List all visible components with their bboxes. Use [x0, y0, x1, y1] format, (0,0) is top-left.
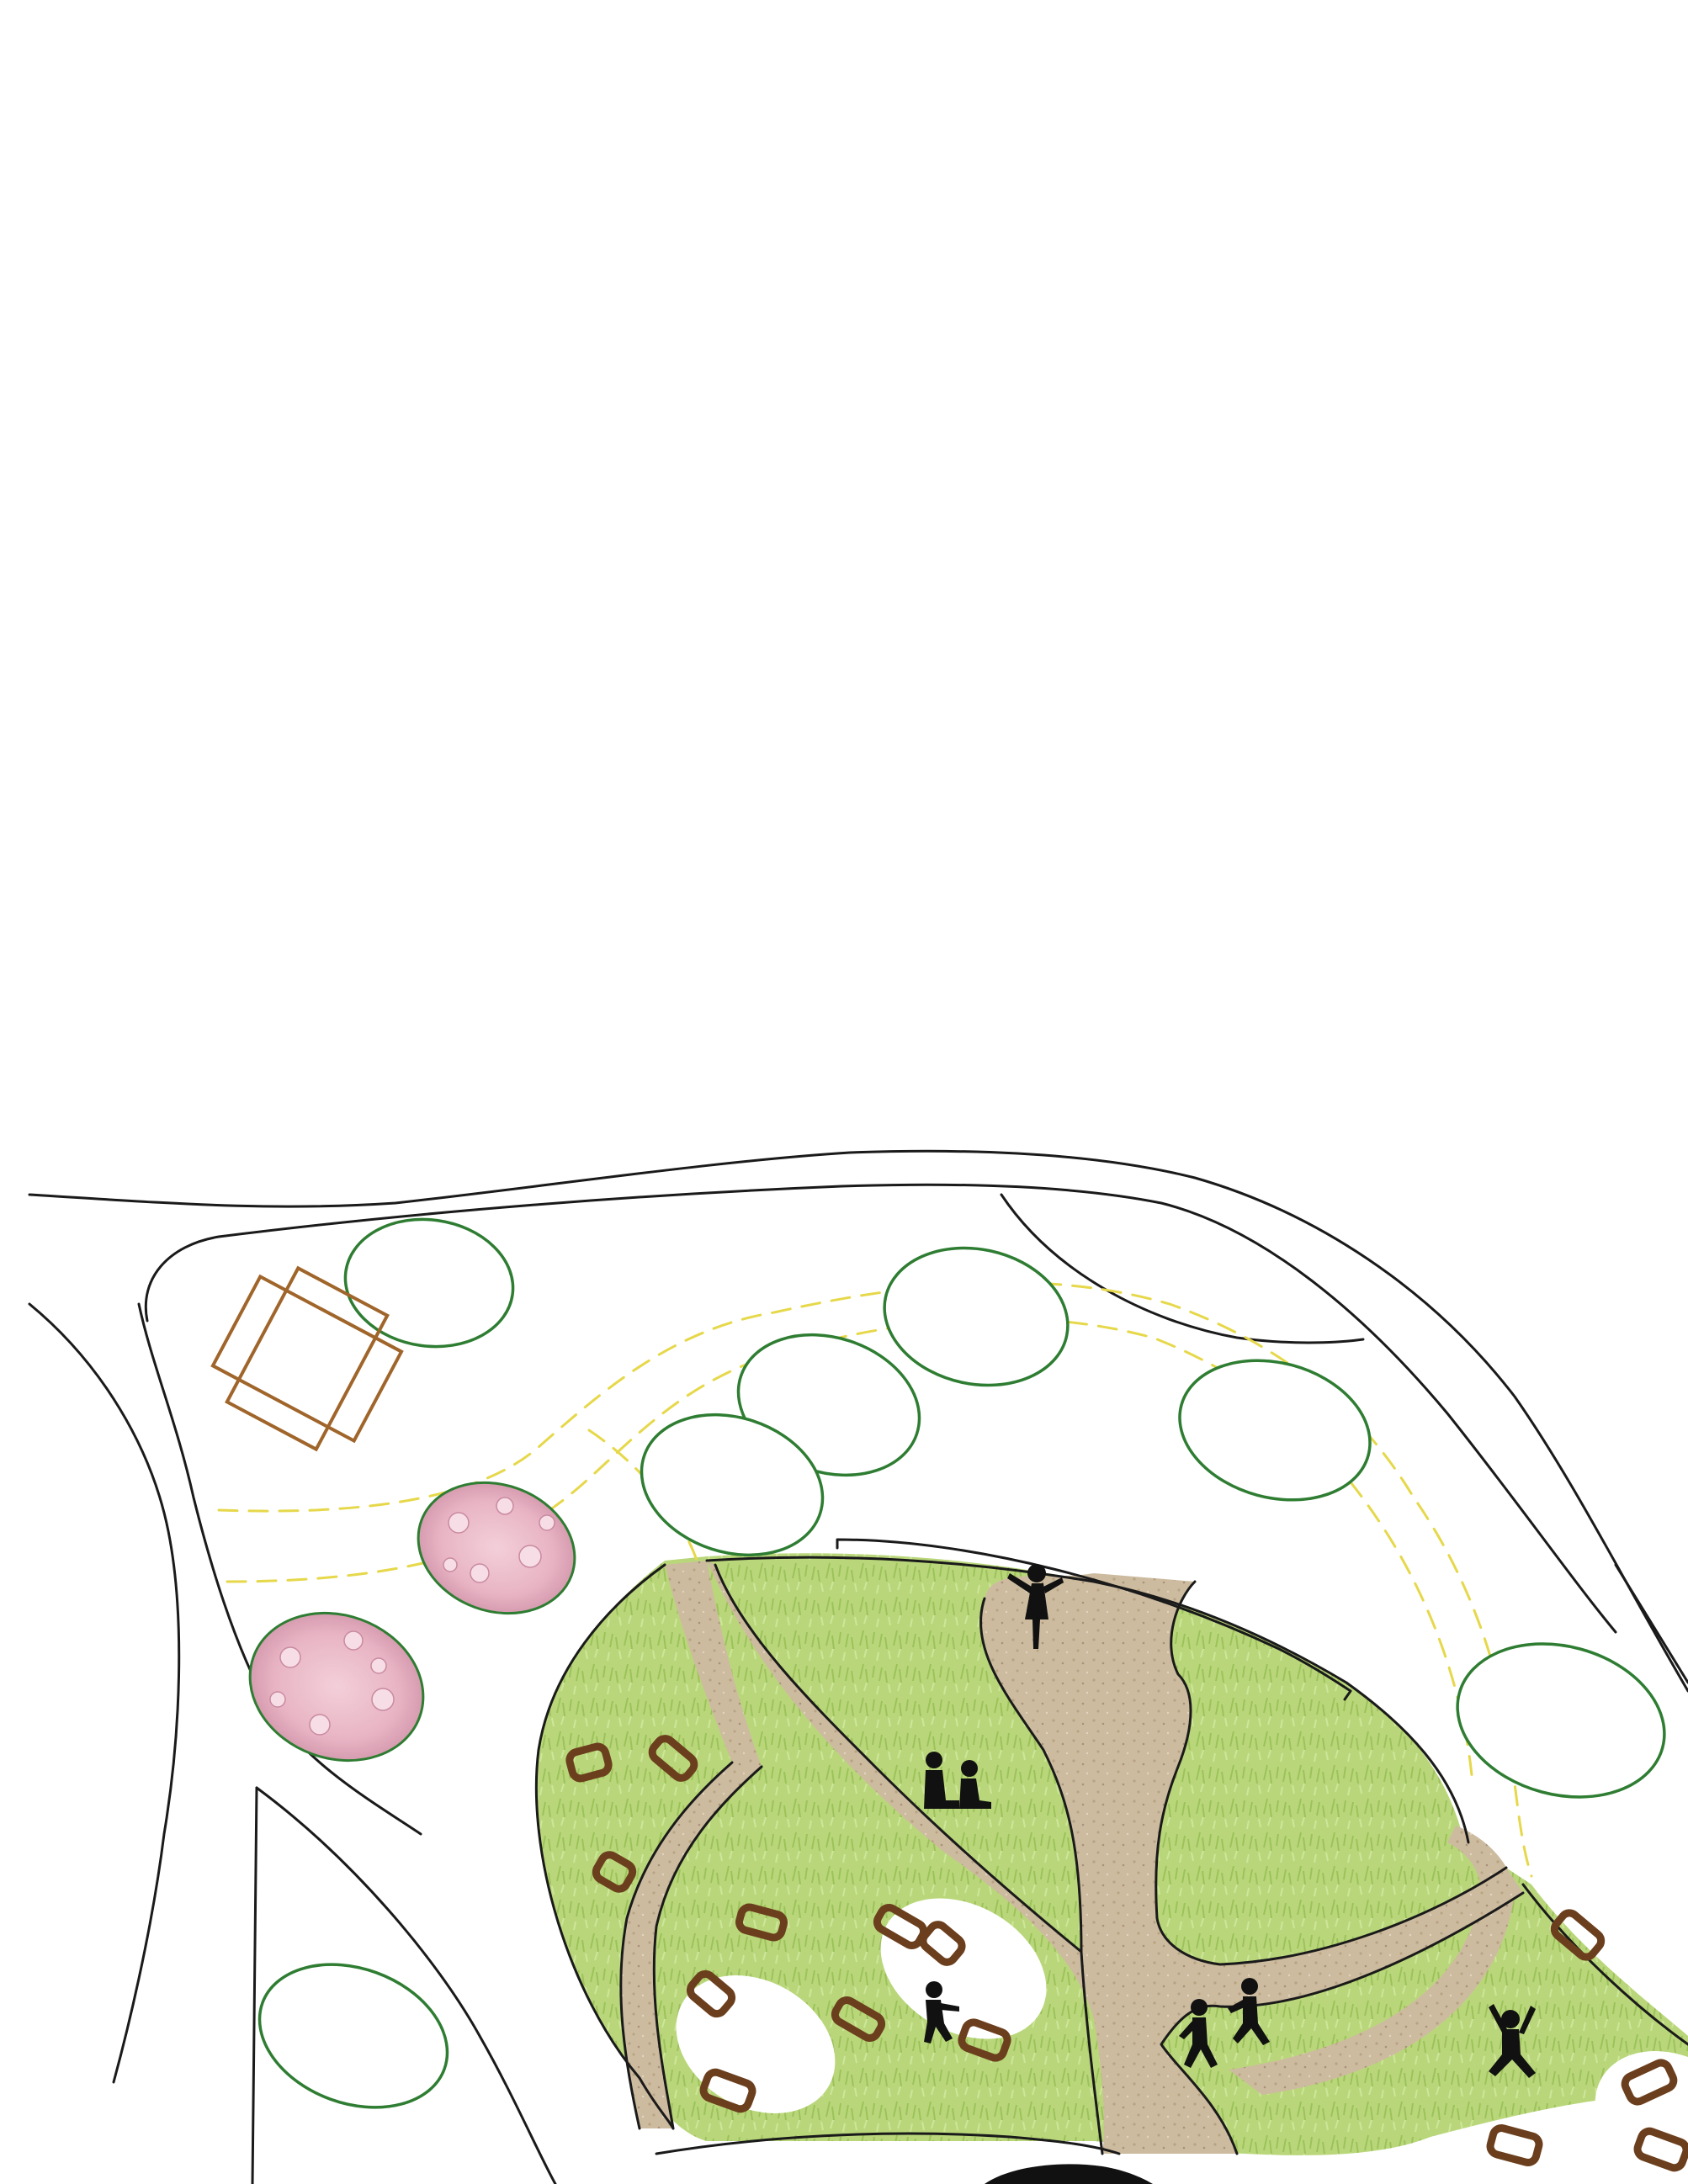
figure-dancing	[1007, 1564, 1064, 1649]
lawn-edge-left	[534, 1563, 675, 2130]
stepping-stone	[686, 1969, 736, 2018]
boundary-bottom-curve	[655, 2132, 1121, 2155]
figures	[924, 1564, 1536, 2078]
path-edge-lower-right	[1160, 1891, 1525, 2155]
boundary-left-inner	[137, 1302, 422, 1836]
path-right-branch	[1229, 1826, 1515, 2095]
stepping-stone	[1633, 2127, 1688, 2172]
stepping-stones	[565, 1735, 1688, 2172]
boundary-top-outer	[28, 1149, 1688, 1693]
stepping-stone	[919, 1921, 966, 1966]
tree-canopy	[883, 1246, 1070, 1387]
tree-canopy	[343, 1217, 515, 1349]
boundary-top-inner	[144, 1183, 1617, 1634]
boundary-bottom-dark	[985, 2164, 1153, 2184]
boundary-right-edge	[1614, 1563, 1688, 1684]
figure-crouching	[924, 1981, 959, 2044]
path-edge-center-right	[1155, 1580, 1508, 1966]
path-edge-inner-oval	[979, 1597, 1083, 1953]
figure-running-left	[1179, 1999, 1218, 2068]
stepping-stone	[565, 1742, 613, 1783]
stepping-stone	[592, 1851, 637, 1893]
stepping-stone	[648, 1735, 698, 1782]
lawn-edge-right	[1521, 1883, 1688, 2046]
blossom-detail	[443, 1497, 555, 1583]
path-center-trunk	[707, 1561, 1523, 2154]
tree-canopies	[257, 1217, 1688, 2184]
figure-sitting-pair	[924, 1752, 991, 1809]
figure-jumping	[1489, 2004, 1536, 2078]
boundary-pocket-left	[251, 1786, 258, 2184]
pergola-frame	[225, 1265, 390, 1452]
boundary-inner-left-loop	[255, 1786, 557, 2184]
stepping-stone	[1486, 2124, 1543, 2166]
tree-canopy	[640, 1413, 825, 1557]
tree-canopy	[1178, 1359, 1372, 1502]
stepping-stone	[699, 2068, 756, 2113]
blossom-detail	[269, 1630, 395, 1736]
path-edge-left-branch-inner	[619, 1761, 734, 2130]
stepping-stone	[1621, 2059, 1678, 2106]
figure-running-right	[1228, 1978, 1270, 2045]
bench-wall	[836, 1538, 1352, 1701]
site-boundaries	[28, 1149, 1688, 2184]
blossom-tree	[417, 1481, 576, 1615]
tree-canopy	[1595, 2051, 1688, 2184]
blossom-tree	[248, 1611, 425, 1763]
pergola	[210, 1265, 404, 1452]
pergola-frame	[210, 1274, 404, 1444]
stepping-stone	[958, 2018, 1011, 2062]
stepping-stone	[831, 1996, 886, 2042]
tree-canopy	[257, 1963, 449, 2109]
stepping-stone	[1550, 1909, 1606, 1961]
blossom-trees	[248, 1481, 576, 1763]
boundary-corner-arc	[1000, 1193, 1365, 1344]
path-edge-left-branch	[652, 1765, 763, 2130]
tree-canopy	[1456, 1642, 1666, 1799]
boundary-left-outer	[28, 1302, 181, 2084]
stepping-stone	[735, 1903, 788, 1942]
path-edge-center-left	[714, 1563, 1104, 2155]
